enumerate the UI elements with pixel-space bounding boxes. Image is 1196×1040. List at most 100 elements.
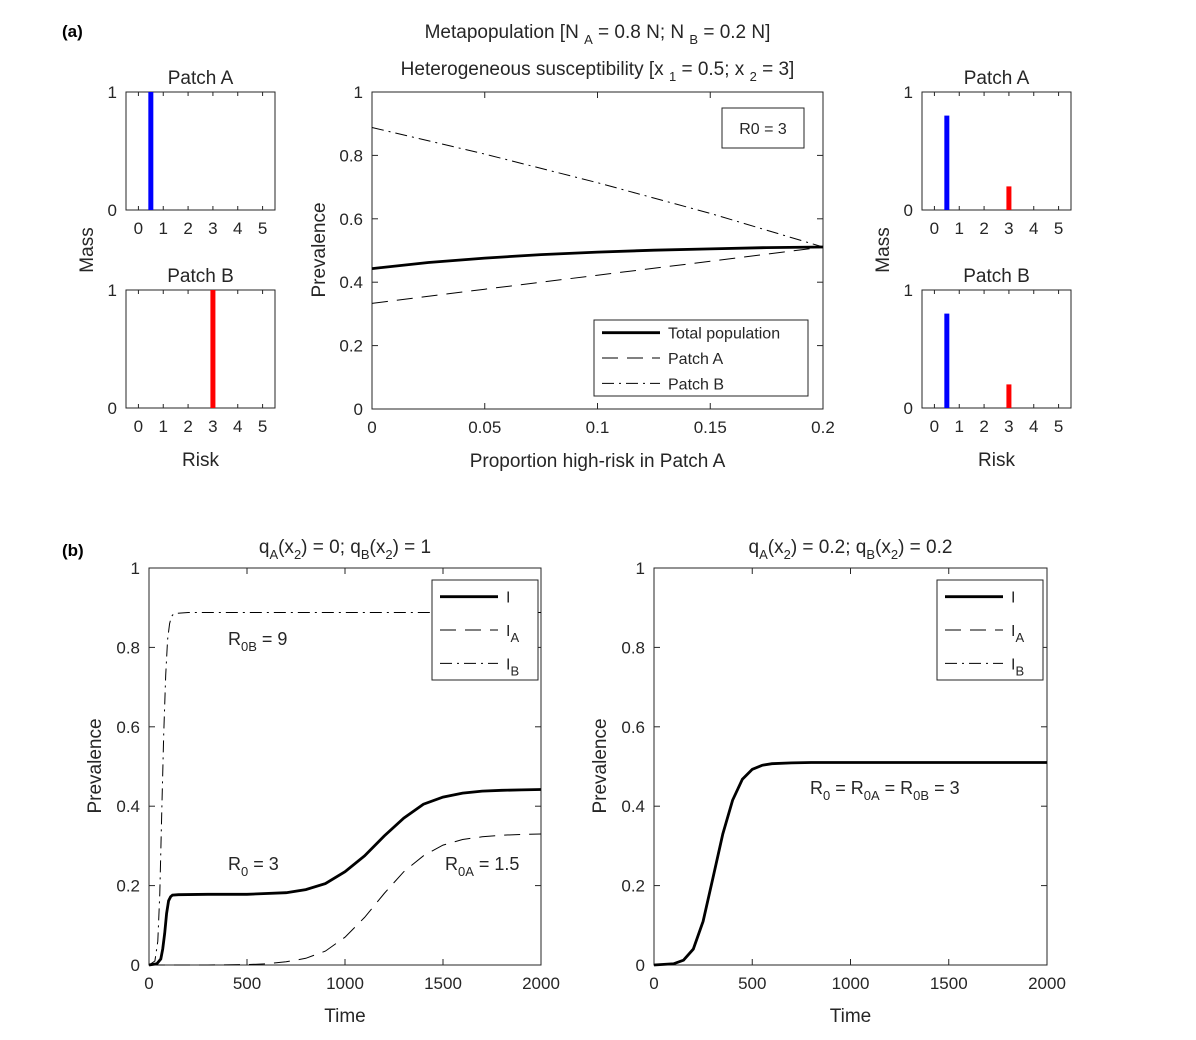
y-tick-label: 1 — [904, 281, 913, 300]
text-segment: 2 — [750, 69, 757, 84]
text-segment: q — [749, 537, 760, 558]
legend-label: IB — [506, 656, 519, 678]
text-segment: (x — [875, 537, 891, 558]
x-tick-label: 5 — [1054, 219, 1063, 238]
y-tick-label: 0.8 — [621, 638, 645, 657]
series-line-i-b — [653, 762, 1047, 966]
y-tick-label: 0 — [636, 956, 645, 975]
text-segment: q — [259, 537, 270, 558]
y-tick-label: 0 — [904, 399, 913, 418]
chart-title: Patch A — [168, 68, 234, 89]
text-segment: 2 — [891, 547, 898, 562]
x-tick-label: 1 — [955, 219, 964, 238]
y-tick-label: 0 — [108, 399, 117, 418]
legend-label: IA — [1011, 623, 1024, 645]
x-tick-label: 1500 — [930, 974, 968, 993]
text-segment: I — [506, 656, 510, 673]
x-tick-label: 5 — [1054, 417, 1063, 436]
annotation-r0: R0 = 3 — [228, 854, 279, 879]
y-tick-label: 0.4 — [339, 273, 363, 292]
y-tick-label: 0.2 — [621, 877, 645, 896]
text-segment: B — [1015, 663, 1024, 678]
y-tick-label: 0.6 — [116, 718, 140, 737]
chart-title: qA(x2) = 0.2; qB(x2) = 0.2 — [749, 537, 953, 562]
y-axis-label-right: Mass — [873, 227, 894, 272]
annotation-box — [721, 107, 805, 149]
bar — [1006, 186, 1012, 210]
bar — [148, 92, 154, 210]
y-axis-label-left: Mass — [77, 227, 98, 272]
bar — [210, 290, 216, 408]
legend-label: IA — [506, 623, 519, 645]
y-tick-label: 0.4 — [116, 797, 140, 816]
x-tick-label: 1 — [159, 417, 168, 436]
x-tick-label: 2000 — [1028, 974, 1066, 993]
text-segment: = R — [880, 778, 914, 798]
x-tick-label: 3 — [1004, 417, 1013, 436]
x-tick-label: 1 — [955, 417, 964, 436]
x-tick-label: 0 — [134, 219, 143, 238]
text-segment: 0 — [241, 864, 248, 879]
y-tick-label: 0 — [354, 400, 363, 419]
legend-label: IB — [1011, 656, 1024, 678]
text-segment: B — [866, 547, 875, 562]
x-tick-label: 1000 — [326, 974, 364, 993]
x-axis-label: Risk — [182, 450, 219, 471]
bar — [1006, 384, 1012, 408]
text-segment: 0B — [241, 639, 257, 654]
y-tick-label: 1 — [904, 83, 913, 102]
text-segment: = 9 — [257, 629, 288, 649]
y-tick-label: 0 — [108, 201, 117, 220]
x-axis-label: Proportion high-risk in Patch A — [470, 451, 726, 472]
text-segment: I — [506, 590, 510, 607]
text-segment: = 3] — [757, 59, 795, 80]
x-tick-label: 4 — [233, 219, 242, 238]
y-tick-label: 0.2 — [116, 877, 140, 896]
text-segment: ) = 0.2; q — [791, 537, 867, 558]
text-segment: A — [510, 630, 519, 645]
text-segment: = 3 — [248, 854, 279, 874]
x-tick-label: 0 — [930, 417, 939, 436]
y-tick-label: 0 — [904, 201, 913, 220]
x-tick-label: 3 — [208, 219, 217, 238]
chart-title: Patch B — [963, 266, 1030, 287]
x-axis-label: Risk — [978, 450, 1015, 471]
x-tick-label: 0 — [134, 417, 143, 436]
text-segment: I — [506, 623, 510, 640]
annotation-r0: R0 = 3 — [739, 121, 787, 138]
legend-label: Total population — [668, 326, 780, 343]
text-segment: (x — [370, 537, 386, 558]
chart-title: Metapopulation [N A = 0.8 N; N B = 0.2 N… — [425, 22, 771, 47]
y-tick-label: 1 — [108, 281, 117, 300]
x-tick-label: 0.1 — [586, 418, 610, 437]
x-tick-label: 0 — [367, 418, 376, 437]
text-segment: ) = 1 — [393, 537, 432, 558]
x-tick-label: 0 — [144, 974, 153, 993]
y-tick-label: 1 — [131, 559, 140, 578]
x-tick-label: 2 — [979, 417, 988, 436]
text-segment: R — [810, 778, 823, 798]
x-tick-label: 0.05 — [468, 418, 501, 437]
plot-area — [125, 289, 276, 409]
series-line-i — [148, 788, 542, 967]
panel-label-b: (b) — [62, 541, 84, 560]
text-segment: 1 — [669, 69, 676, 84]
text-segment: 2 — [385, 547, 392, 562]
x-tick-label: 0.15 — [694, 418, 727, 437]
x-tick-label: 500 — [738, 974, 766, 993]
x-tick-label: 0.2 — [811, 418, 835, 437]
text-segment: 0A — [864, 788, 880, 803]
text-segment: A — [1015, 630, 1024, 645]
text-segment: A — [759, 547, 768, 562]
x-tick-label: 4 — [1029, 219, 1038, 238]
text-segment: B — [689, 32, 698, 47]
chart-center: 0 0.05 0.1 0.15 0.2 0 0.2 0.4 0.6 0.8 1 Metapopulat… — [309, 22, 835, 472]
text-segment: 2 — [294, 547, 301, 562]
chart-title: qA(x2) = 0; qB(x2) = 1 — [259, 537, 431, 562]
chart-title: Patch B — [167, 266, 234, 287]
